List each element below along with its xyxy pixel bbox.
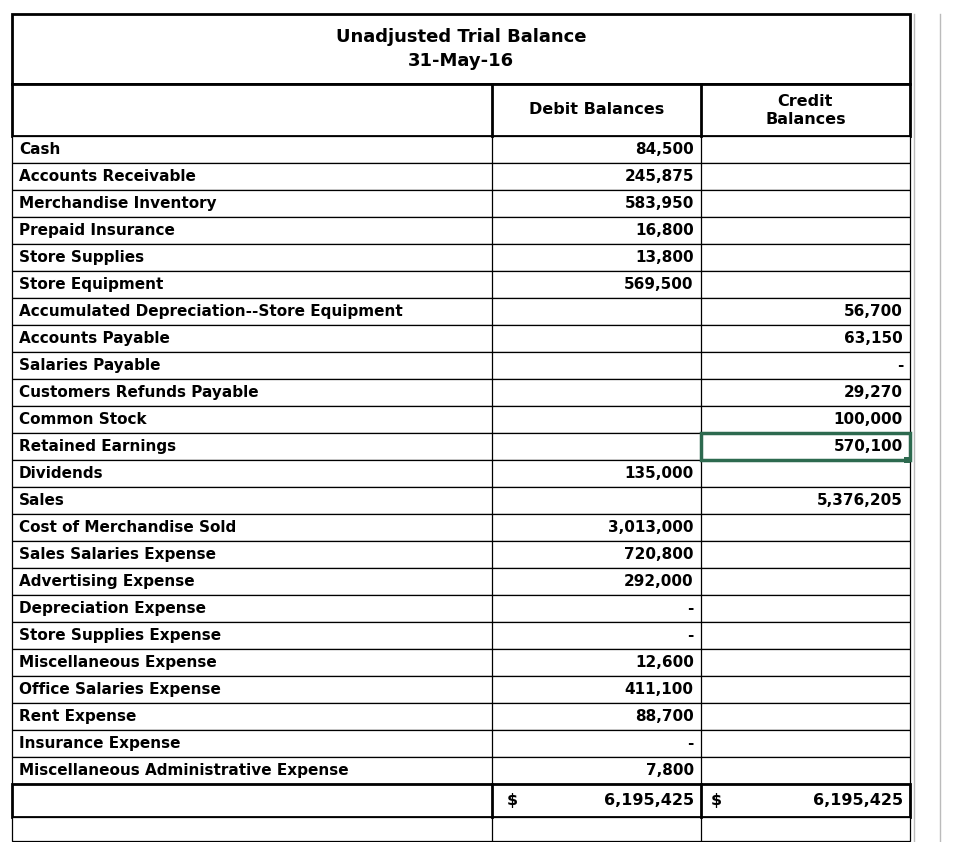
Text: Merchandise Inventory: Merchandise Inventory <box>19 196 216 211</box>
Text: Prepaid Insurance: Prepaid Insurance <box>19 223 174 238</box>
Bar <box>12 325 909 352</box>
Bar <box>12 649 909 676</box>
Bar <box>12 217 909 244</box>
Bar <box>12 244 909 271</box>
Text: Advertising Expense: Advertising Expense <box>19 574 194 589</box>
Text: Unadjusted Trial Balance: Unadjusted Trial Balance <box>335 28 586 46</box>
Bar <box>12 817 909 841</box>
Bar <box>12 379 909 406</box>
Text: Salaries Payable: Salaries Payable <box>19 358 160 373</box>
Text: -: - <box>687 736 693 751</box>
Text: Retained Earnings: Retained Earnings <box>19 439 176 454</box>
Bar <box>12 514 909 541</box>
Text: 31-May-16: 31-May-16 <box>408 52 514 70</box>
Text: 63,150: 63,150 <box>843 331 902 346</box>
Bar <box>12 406 909 433</box>
Text: Office Salaries Expense: Office Salaries Expense <box>19 682 221 697</box>
Text: 88,700: 88,700 <box>635 709 693 724</box>
Text: Store Supplies Expense: Store Supplies Expense <box>19 628 221 643</box>
Text: $: $ <box>710 793 721 808</box>
Text: Store Equipment: Store Equipment <box>19 277 163 292</box>
Text: 6,195,425: 6,195,425 <box>603 793 693 808</box>
Text: Insurance Expense: Insurance Expense <box>19 736 180 751</box>
Bar <box>12 730 909 757</box>
Bar <box>12 595 909 622</box>
Bar <box>12 352 909 379</box>
Bar <box>12 298 909 325</box>
Bar <box>12 784 909 817</box>
Text: 13,800: 13,800 <box>635 250 693 265</box>
Text: 570,100: 570,100 <box>833 439 902 454</box>
Text: 7,800: 7,800 <box>645 763 693 778</box>
Bar <box>12 84 909 136</box>
Text: 16,800: 16,800 <box>635 223 693 238</box>
Text: -: - <box>687 601 693 616</box>
Text: Rent Expense: Rent Expense <box>19 709 136 724</box>
Text: Accounts Receivable: Accounts Receivable <box>19 169 195 184</box>
Bar <box>12 622 909 649</box>
Text: Cash: Cash <box>19 142 60 157</box>
Bar <box>12 568 909 595</box>
Bar <box>700 433 909 460</box>
Bar <box>12 190 909 217</box>
Bar <box>12 676 909 703</box>
Text: 56,700: 56,700 <box>843 304 902 319</box>
Text: Store Supplies: Store Supplies <box>19 250 144 265</box>
Text: 84,500: 84,500 <box>635 142 693 157</box>
Text: 3,013,000: 3,013,000 <box>608 520 693 535</box>
Text: Dividends: Dividends <box>19 466 104 481</box>
Bar <box>12 433 909 460</box>
Bar <box>12 163 909 190</box>
Text: Accumulated Depreciation--Store Equipment: Accumulated Depreciation--Store Equipmen… <box>19 304 402 319</box>
Text: 292,000: 292,000 <box>623 574 693 589</box>
Text: Miscellaneous Administrative Expense: Miscellaneous Administrative Expense <box>19 763 348 778</box>
Bar <box>12 703 909 730</box>
Text: $: $ <box>506 793 517 808</box>
Text: Balances: Balances <box>764 111 844 126</box>
Text: Credit: Credit <box>777 93 832 109</box>
Text: 29,270: 29,270 <box>843 385 902 400</box>
Bar <box>12 136 909 163</box>
Text: Sales: Sales <box>19 493 65 508</box>
Bar <box>12 460 909 487</box>
Text: Cost of Merchandise Sold: Cost of Merchandise Sold <box>19 520 236 535</box>
Text: Depreciation Expense: Depreciation Expense <box>19 601 206 616</box>
Bar <box>12 541 909 568</box>
Text: 100,000: 100,000 <box>833 412 902 427</box>
Text: -: - <box>896 358 902 373</box>
Bar <box>903 457 909 463</box>
Text: Common Stock: Common Stock <box>19 412 147 427</box>
Text: Customers Refunds Payable: Customers Refunds Payable <box>19 385 258 400</box>
Text: 135,000: 135,000 <box>624 466 693 481</box>
Text: -: - <box>687 628 693 643</box>
Text: 5,376,205: 5,376,205 <box>817 493 902 508</box>
Bar <box>12 487 909 514</box>
Text: 569,500: 569,500 <box>623 277 693 292</box>
Text: 583,950: 583,950 <box>623 196 693 211</box>
Text: Sales Salaries Expense: Sales Salaries Expense <box>19 547 215 562</box>
Bar <box>12 757 909 784</box>
Text: 12,600: 12,600 <box>635 655 693 670</box>
Text: 245,875: 245,875 <box>623 169 693 184</box>
Bar <box>12 14 909 84</box>
Text: Miscellaneous Expense: Miscellaneous Expense <box>19 655 216 670</box>
Bar <box>12 271 909 298</box>
Text: 411,100: 411,100 <box>624 682 693 697</box>
Text: Accounts Payable: Accounts Payable <box>19 331 170 346</box>
Text: 720,800: 720,800 <box>623 547 693 562</box>
Text: 6,195,425: 6,195,425 <box>812 793 902 808</box>
Text: Debit Balances: Debit Balances <box>528 103 663 118</box>
